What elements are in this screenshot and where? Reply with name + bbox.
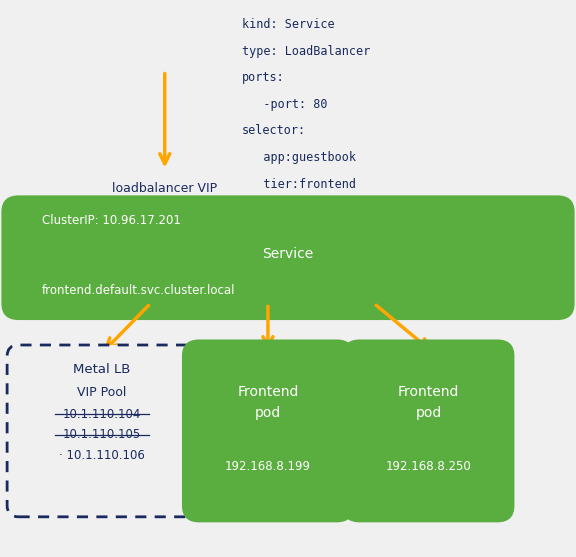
Text: Frontend: Frontend [398,385,459,399]
Text: selector:: selector: [242,124,306,138]
Text: Metal LB: Metal LB [73,364,130,377]
Text: Frontend: Frontend [237,385,298,399]
Text: tier:frontend: tier:frontend [242,178,356,190]
Text: -port: 80: -port: 80 [242,98,328,111]
Text: pod: pod [255,405,281,419]
Text: 192.168.8.199: 192.168.8.199 [225,461,311,473]
Text: VIP Pool: VIP Pool [77,385,126,399]
Text: ClusterIP: 10.96.17.201: ClusterIP: 10.96.17.201 [41,214,180,227]
Text: https://10.1.110.104: https://10.1.110.104 [101,201,229,214]
Text: ports:: ports: [242,71,285,84]
Text: 10.1.110.104: 10.1.110.104 [63,408,141,421]
Text: kind: Service: kind: Service [242,18,335,31]
FancyBboxPatch shape [182,339,354,522]
Text: 192.168.8.250: 192.168.8.250 [385,461,471,473]
Text: frontend.default.svc.cluster.local: frontend.default.svc.cluster.local [41,284,235,297]
FancyBboxPatch shape [1,196,575,320]
Text: · 10.1.110.106: · 10.1.110.106 [59,449,145,462]
Text: app:guestbook: app:guestbook [242,151,356,164]
FancyBboxPatch shape [343,339,514,522]
Text: Service: Service [263,247,313,261]
Text: pod: pod [415,405,442,419]
Text: loadbalancer VIP: loadbalancer VIP [112,182,217,194]
Text: 10.1.110.105: 10.1.110.105 [63,428,141,441]
Text: type: LoadBalancer: type: LoadBalancer [242,45,370,57]
FancyBboxPatch shape [7,345,196,517]
